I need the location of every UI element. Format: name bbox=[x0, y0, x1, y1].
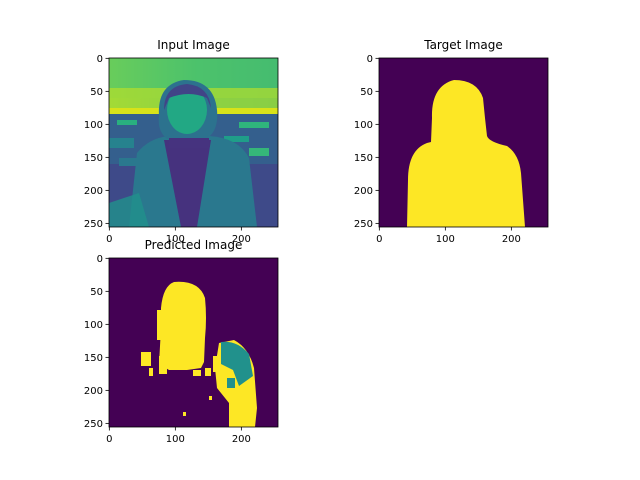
x-tick-label: 200 bbox=[502, 234, 521, 245]
x-tick-label: 0 bbox=[106, 434, 112, 445]
y-tick-label: 250 bbox=[354, 219, 373, 230]
input-image-panel bbox=[108, 57, 279, 228]
y-tick-label: 250 bbox=[84, 219, 103, 230]
y-tick-label: 200 bbox=[84, 386, 103, 397]
y-tick-label: 0 bbox=[97, 54, 103, 65]
x-tick-label: 100 bbox=[166, 234, 185, 245]
y-tick-label: 50 bbox=[360, 87, 373, 98]
y-tick-label: 150 bbox=[84, 353, 103, 364]
predicted-image-panel bbox=[108, 257, 279, 428]
y-tick-label: 150 bbox=[354, 153, 373, 164]
y-tick-label: 200 bbox=[84, 186, 103, 197]
y-tick-label: 250 bbox=[84, 419, 103, 430]
x-tick-label: 200 bbox=[232, 434, 251, 445]
input-image bbox=[109, 58, 278, 227]
y-tick-label: 50 bbox=[90, 87, 103, 98]
y-tick-label: 100 bbox=[354, 120, 373, 131]
y-tick-label: 50 bbox=[90, 287, 103, 298]
x-tick-label: 100 bbox=[436, 234, 455, 245]
x-tick-label: 200 bbox=[232, 234, 251, 245]
y-tick-label: 0 bbox=[367, 54, 373, 65]
panel-title: Target Image bbox=[423, 38, 503, 52]
x-tick-label: 100 bbox=[166, 434, 185, 445]
predicted-image bbox=[109, 258, 278, 427]
y-tick-label: 100 bbox=[84, 120, 103, 131]
target-image bbox=[379, 58, 548, 227]
y-tick-label: 200 bbox=[354, 186, 373, 197]
y-tick-label: 100 bbox=[84, 320, 103, 331]
target-image-panel bbox=[378, 57, 549, 228]
x-tick-label: 0 bbox=[376, 234, 382, 245]
x-tick-label: 0 bbox=[106, 234, 112, 245]
panel-title: Predicted Image bbox=[145, 238, 243, 252]
panel-title: Input Image bbox=[157, 38, 229, 52]
y-tick-label: 0 bbox=[97, 254, 103, 265]
y-tick-label: 150 bbox=[84, 153, 103, 164]
